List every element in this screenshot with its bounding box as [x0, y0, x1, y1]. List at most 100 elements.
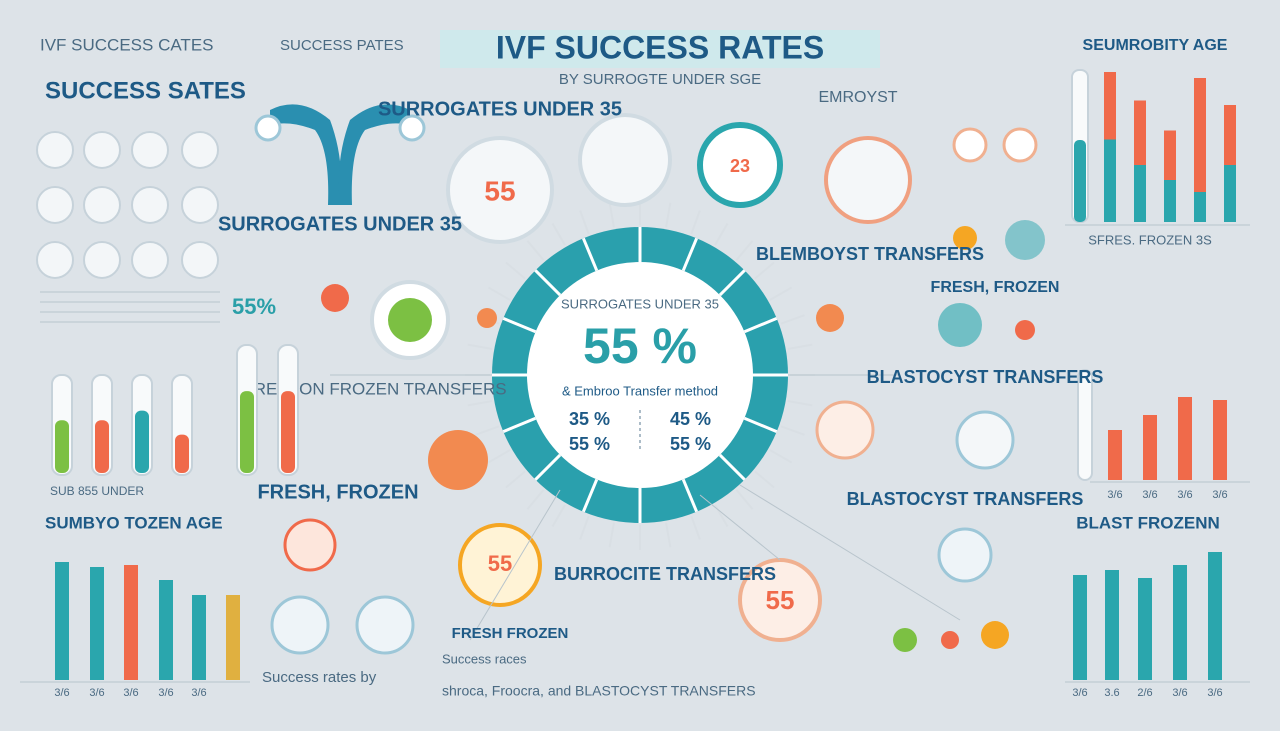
- bar-label: 3/6: [1107, 489, 1122, 501]
- icon-circle: [181, 131, 219, 169]
- center-value: 55 %: [583, 318, 697, 374]
- ring-divider: [502, 316, 537, 334]
- label: SURROGATES UNDER 35: [218, 213, 462, 235]
- ring-divider: [534, 453, 562, 481]
- bar: [159, 580, 173, 680]
- percent: 55%: [232, 294, 276, 319]
- center-stat: 35 %: [569, 409, 610, 429]
- ray: [714, 222, 729, 246]
- tube-fill: [55, 420, 69, 473]
- icon-circle: [181, 241, 219, 279]
- bar: [1178, 397, 1192, 480]
- tube-fill: [175, 434, 189, 473]
- ray: [467, 343, 493, 350]
- ray: [487, 286, 511, 301]
- icon-circle: [131, 186, 169, 224]
- bar: [1104, 72, 1116, 140]
- top-label: SEUMROBITY AGE: [1083, 37, 1228, 54]
- bar-label: 3/6: [158, 687, 173, 699]
- ray: [526, 489, 545, 510]
- top-label: IVF SUCCESS CATES: [40, 35, 214, 54]
- bar: [55, 562, 69, 680]
- icon-circle: [83, 186, 121, 224]
- label: FRESZON FROZEN TRANSFERS: [243, 379, 506, 398]
- label: BLASTOCYST TRANSFERS: [867, 367, 1104, 387]
- badge: 55: [488, 551, 512, 576]
- ray: [526, 240, 545, 261]
- label: FRESH, FROZEN: [257, 481, 418, 503]
- ray: [690, 515, 701, 540]
- label: BURROCITE TRANSFERS: [554, 564, 776, 584]
- ring-divider: [581, 237, 599, 272]
- ray: [551, 222, 566, 246]
- tube-fill: [240, 391, 254, 473]
- bar-label: 3/6: [1172, 687, 1187, 699]
- ring-divider: [743, 416, 778, 434]
- bar-label: 2/6: [1137, 687, 1152, 699]
- bar: [1194, 78, 1206, 192]
- bar: [124, 565, 138, 680]
- bar-label: 3.6: [1104, 687, 1119, 699]
- bar: [1224, 165, 1236, 222]
- ray: [754, 261, 775, 280]
- label: FRESH FROZEN: [452, 625, 569, 642]
- ray: [754, 470, 775, 489]
- icon-circle: [83, 131, 121, 169]
- bar: [1173, 565, 1187, 680]
- ray: [780, 314, 805, 325]
- bar: [192, 595, 206, 680]
- ray: [780, 425, 805, 436]
- bar-label: 3/6: [191, 687, 206, 699]
- ring-divider: [718, 269, 746, 297]
- ray: [735, 240, 754, 261]
- icon-circle: [181, 186, 219, 224]
- ray: [551, 504, 566, 528]
- note: Success rates by: [262, 669, 377, 686]
- bar: [90, 567, 104, 680]
- label: BLASTOCYST TRANSFERS: [847, 489, 1084, 509]
- bar: [1164, 180, 1176, 222]
- ray: [769, 449, 793, 464]
- ray: [608, 202, 615, 228]
- bar: [1194, 192, 1206, 222]
- ray: [769, 286, 793, 301]
- ray: [475, 425, 500, 436]
- tube-fill: [281, 391, 295, 473]
- bar: [1104, 139, 1116, 222]
- tube-fill: [135, 410, 149, 473]
- ring-divider: [581, 478, 599, 513]
- ray: [665, 522, 672, 548]
- bar: [1105, 570, 1119, 680]
- icon-circle: [83, 241, 121, 279]
- bar-label: 3/6: [1207, 687, 1222, 699]
- subtitle: BY SURROGTE UNDER SGE: [559, 71, 761, 88]
- ray: [787, 400, 813, 407]
- ray: [467, 400, 493, 407]
- badge: 55: [484, 175, 515, 206]
- icon-circle: [131, 131, 169, 169]
- ray: [579, 210, 590, 235]
- ring-divider: [743, 316, 778, 334]
- caption: SUB 855 UNDER: [50, 484, 144, 498]
- ring-divider: [502, 416, 537, 434]
- bar: [1208, 552, 1222, 680]
- bar-label: 3/6: [1142, 489, 1157, 501]
- bar-label: 3/6: [123, 687, 138, 699]
- ray: [505, 470, 526, 489]
- bar: [1138, 578, 1152, 680]
- center-stat: 55 %: [569, 434, 610, 454]
- badge: 55: [766, 585, 795, 615]
- ray: [487, 449, 511, 464]
- bar: [1134, 100, 1146, 165]
- ray: [787, 343, 813, 350]
- decoration: [20, 30, 1250, 683]
- bar-label: 3/6: [1212, 489, 1227, 501]
- ring-divider: [681, 237, 699, 272]
- bar: [1134, 165, 1146, 222]
- ring-divider: [718, 453, 746, 481]
- note: shroca, Froocra, and BLASTOCYST TRANSFER…: [442, 683, 756, 699]
- icon-circle: [131, 241, 169, 279]
- ray: [579, 515, 590, 540]
- bar: [1224, 105, 1236, 165]
